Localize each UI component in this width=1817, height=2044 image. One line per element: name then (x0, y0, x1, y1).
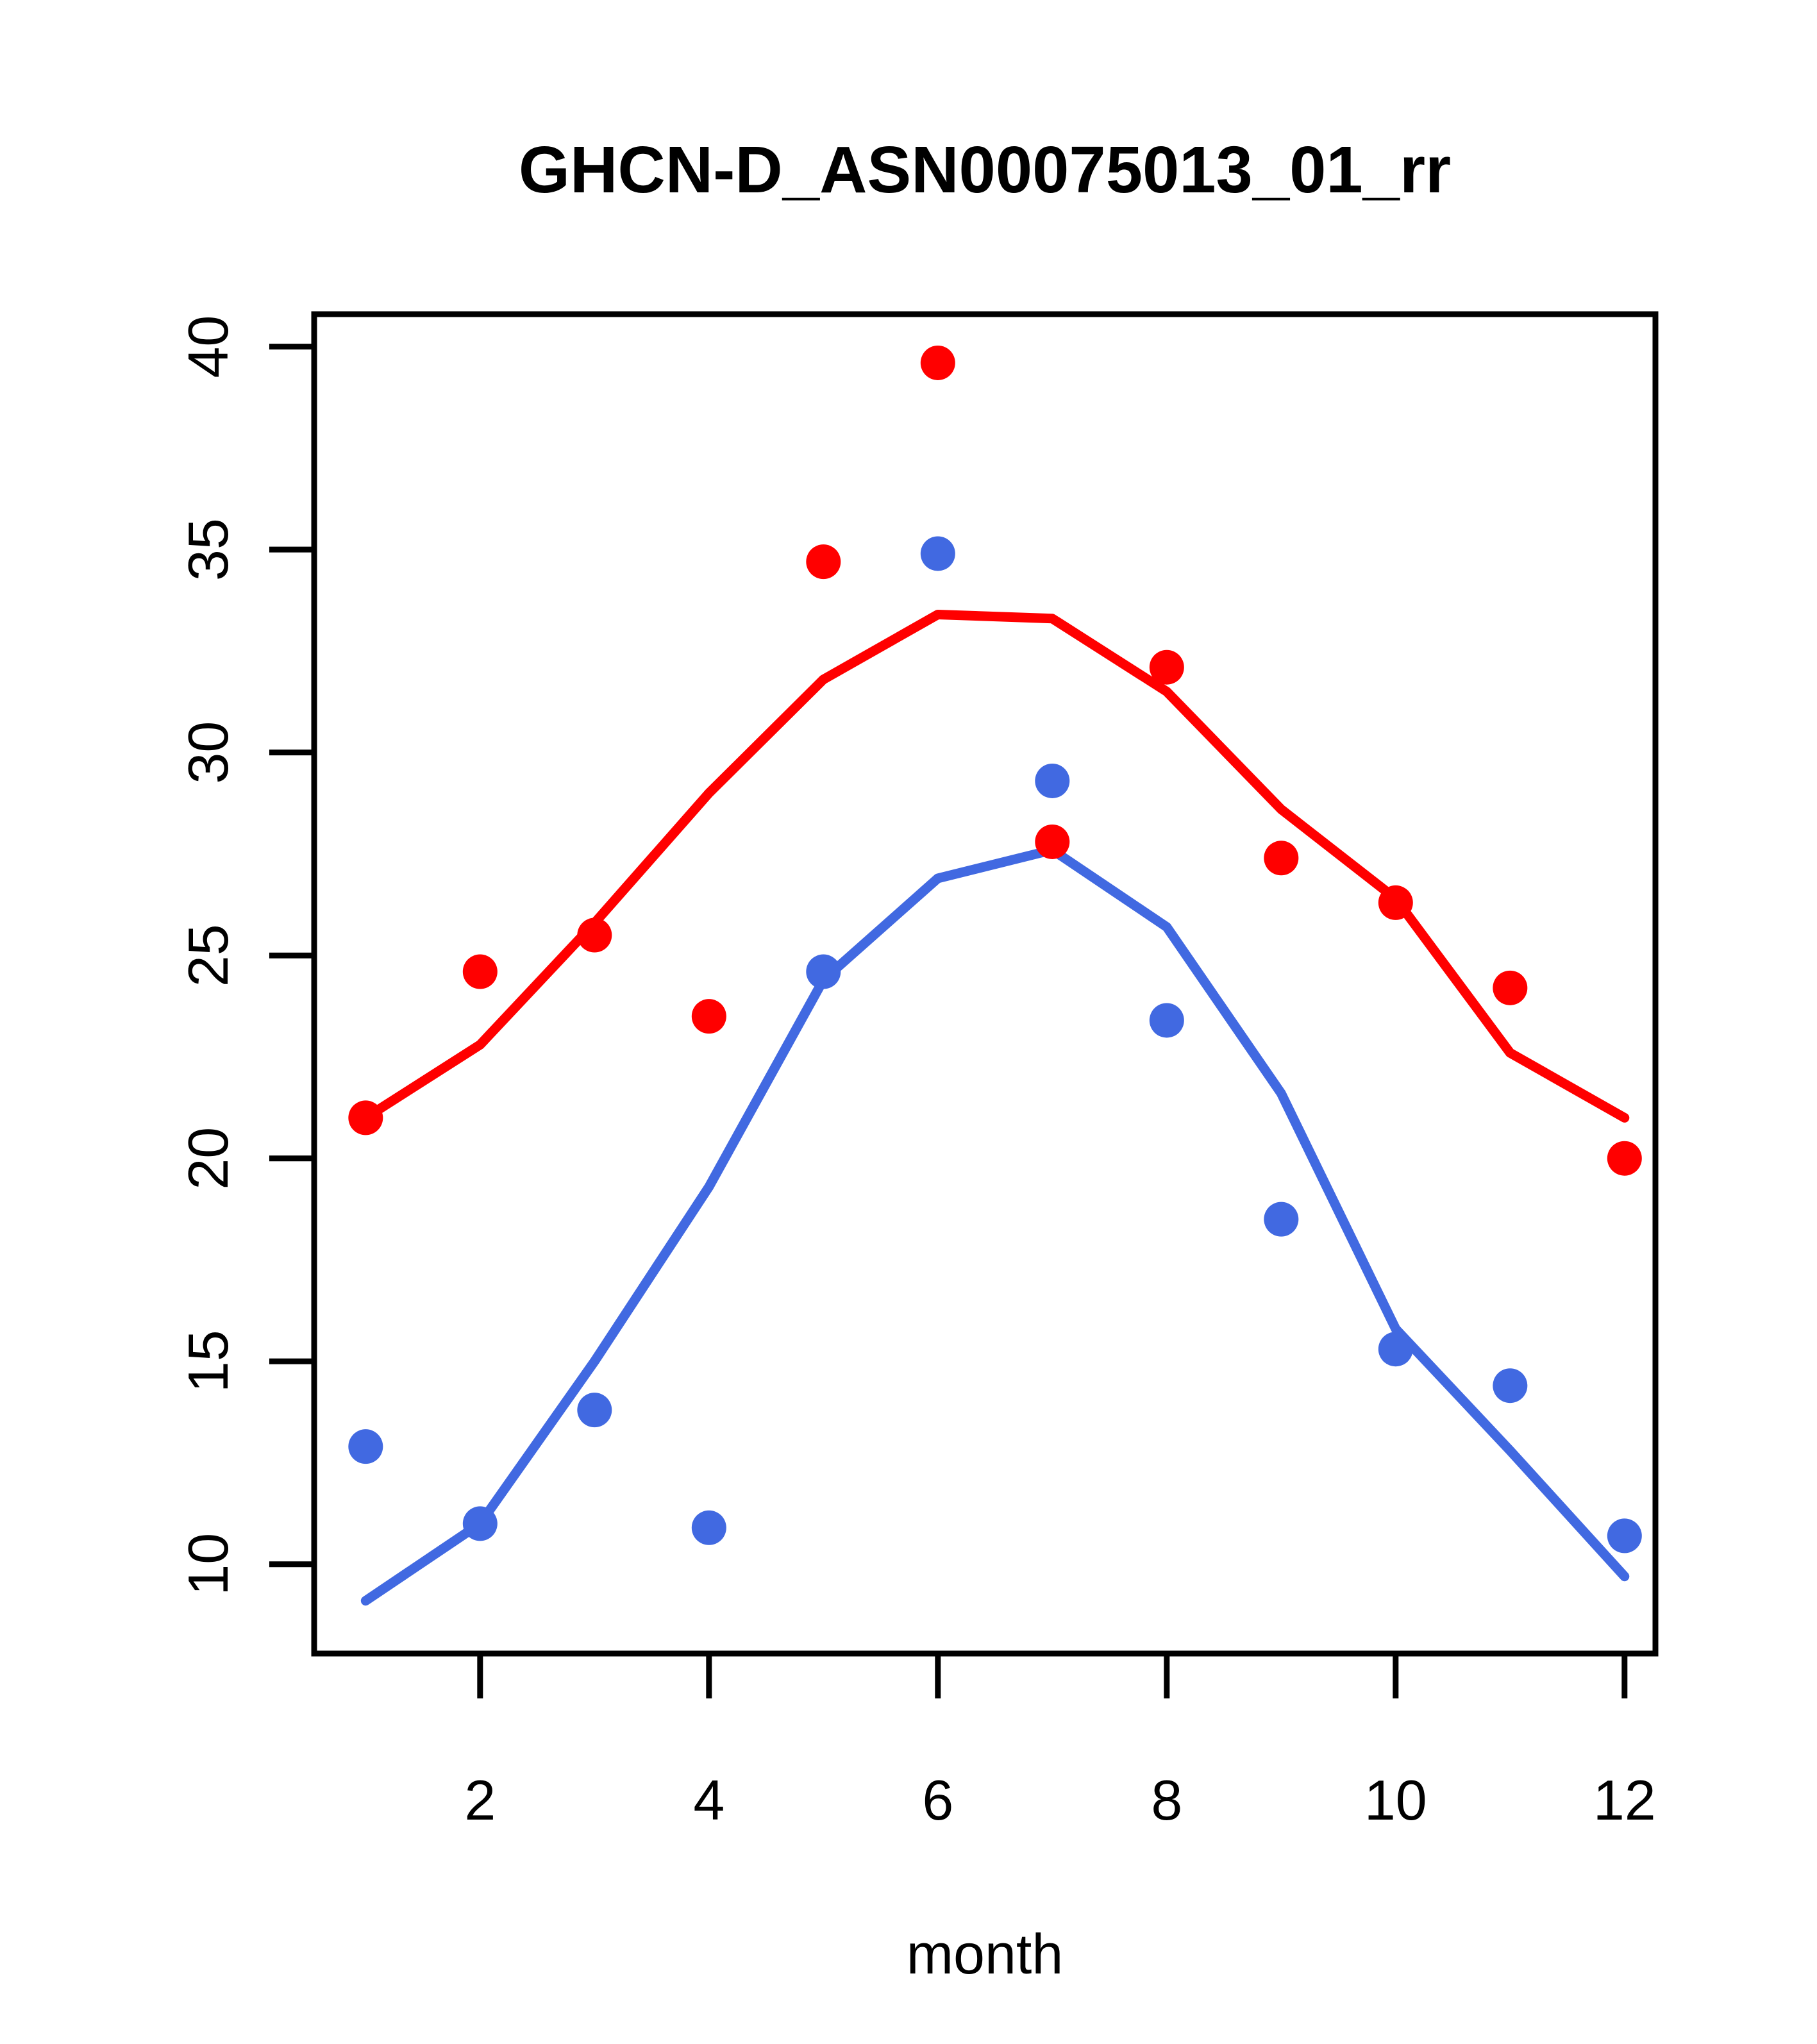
x-tick-label: 12 (1593, 1768, 1656, 1832)
red-point (806, 544, 841, 580)
red-point (691, 999, 726, 1034)
y-tick-label: 35 (176, 518, 240, 581)
blue-point (1493, 1368, 1528, 1403)
red-point (462, 954, 498, 989)
x-tick-label: 10 (1364, 1768, 1427, 1832)
blue-point (577, 1393, 612, 1428)
axes: 10 15 20 25 30 35 40 2 4 6 8 10 12 (176, 311, 1659, 1832)
red-point (920, 345, 955, 380)
x-tick-label: 8 (1151, 1768, 1182, 1832)
blue-point (1035, 763, 1070, 798)
y-tick-label: 25 (176, 924, 240, 987)
x-tick-label: 2 (464, 1768, 496, 1832)
blue-point (1378, 1332, 1413, 1367)
blue-point (691, 1510, 726, 1545)
x-tick-label: 6 (922, 1768, 953, 1832)
red-point (1607, 1141, 1642, 1176)
red-point (577, 917, 612, 953)
plot-border (311, 311, 1659, 1657)
red-smooth-line (360, 609, 1630, 1123)
blue-smooth-line (360, 845, 1630, 1606)
blue-point (806, 954, 841, 989)
y-tick-label: 40 (176, 315, 240, 378)
blue-point (1149, 1003, 1184, 1038)
x-axis-label: month (907, 1922, 1064, 1986)
y-tick-label: 20 (176, 1127, 240, 1190)
y-tick-label: 15 (176, 1330, 240, 1393)
blue-point (1607, 1518, 1642, 1554)
chart-title: GHCN-D_ASN00075013_01_rr (519, 133, 1451, 206)
x-tick-label: 4 (693, 1768, 724, 1832)
point-series (348, 345, 1642, 1554)
y-tick-label: 10 (176, 1533, 240, 1596)
blue-point (462, 1506, 498, 1541)
red-point (1493, 970, 1528, 1005)
red-point (1035, 824, 1070, 859)
line-series (360, 609, 1630, 1606)
blue-point (920, 536, 955, 571)
blue-point (348, 1429, 383, 1464)
blue-point (1264, 1202, 1299, 1237)
red-point (348, 1100, 383, 1135)
y-tick-label: 30 (176, 721, 240, 784)
red-point (1149, 649, 1184, 685)
red-point (1378, 885, 1413, 920)
red-point (1264, 841, 1299, 876)
